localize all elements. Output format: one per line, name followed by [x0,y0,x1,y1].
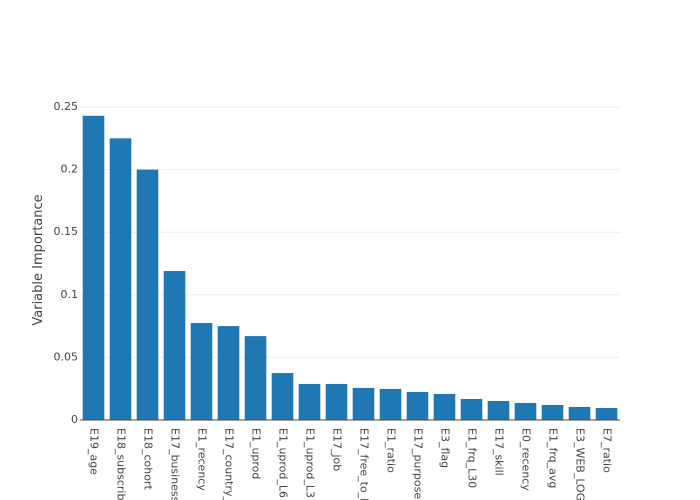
x-tick-label: E1_frq_avg [547,428,560,488]
bar [271,373,294,420]
bar [217,326,240,420]
x-tick-label: E19_age [88,428,101,475]
y-tick-label: 0 [71,413,78,426]
bar [514,402,537,420]
bar [487,400,510,420]
x-tick-label: E0_recency [520,428,533,491]
bar [298,383,321,420]
bar [352,387,375,420]
x-tick-label: E1_uprod_L6 [277,428,290,498]
x-tick-label: E17_free_to_l [358,428,371,500]
x-tick-label: E17_skill [493,428,506,476]
x-tick-label: E17_business [169,428,182,500]
y-tick-label: 0.25 [54,100,79,113]
x-tick-label: E1_frq_L30 [466,428,479,488]
x-tick-label: E17_job [331,428,344,471]
bar [82,115,105,420]
y-axis-title: Variable Importance [31,194,46,325]
bar [379,388,402,420]
bar [406,391,429,420]
y-tick-label: 0.2 [61,163,79,176]
x-tick-label: E18_cohort [142,428,155,490]
bar [595,407,618,420]
x-tick-label: E17_country_ [223,428,236,500]
y-tick-label: 0.15 [54,225,79,238]
x-tick-label: E7_ratio [601,428,614,473]
bar [433,393,456,420]
bar [325,383,348,420]
x-tick-label: E3_flag [439,428,452,468]
bar [136,169,159,420]
bar [541,404,564,420]
x-tick-label: E1_uprod_L3 [304,428,317,498]
x-tick-label: E1_uprod [250,428,263,479]
bar [568,406,591,420]
bar [244,336,267,420]
x-tick-label: E17_purpose [412,428,425,499]
bar [163,271,186,420]
x-tick-label: E3_WEB_LOG [574,428,587,500]
bar [190,322,213,420]
bar [109,138,132,421]
bar [460,398,483,420]
x-tick-label: E1_ratio [385,428,398,473]
y-tick-label: 0.05 [54,350,79,363]
x-tick-label: E1_recency [196,428,209,491]
y-tick-label: 0.1 [61,288,79,301]
x-tick-label: E18_subscrib [115,428,128,500]
